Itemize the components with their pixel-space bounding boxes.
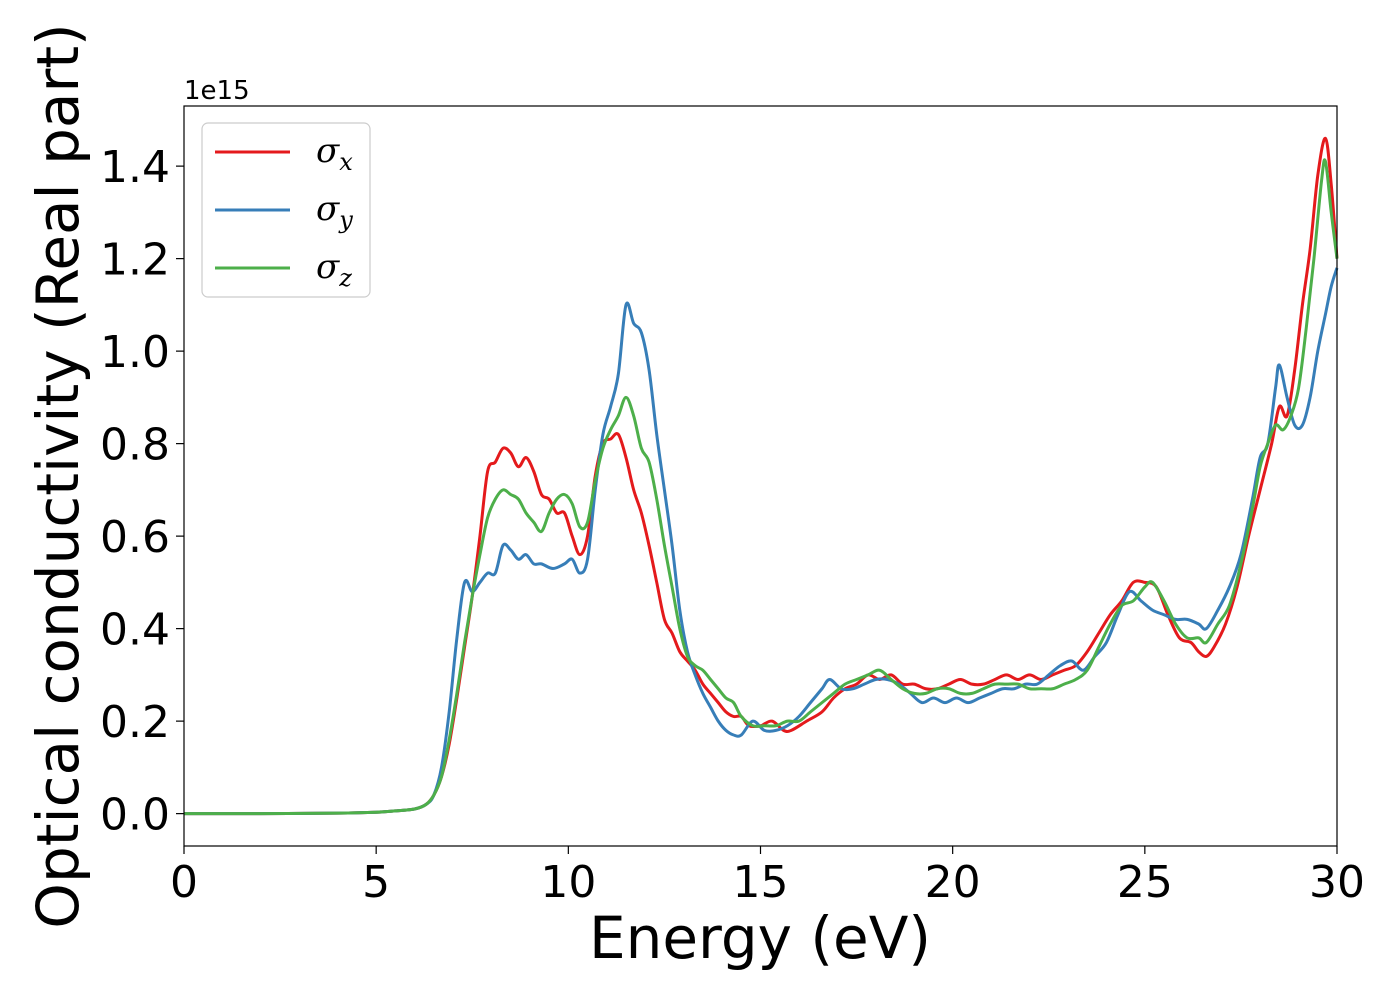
legend: σx σy σz: [201, 122, 371, 298]
y-tick-label: 0.4: [100, 605, 170, 656]
x-tick-label: 30: [1309, 857, 1365, 908]
legend-label-sigma-x: σx: [316, 131, 353, 176]
legend-label-sigma-z: σz: [316, 247, 352, 292]
x-tick-label: 10: [540, 857, 596, 908]
x-axis-ticks: 0 5 10 15 20 25 30: [170, 846, 1365, 908]
legend-label-sigma-y: σy: [316, 189, 353, 234]
y-tick-label: 1.2: [100, 235, 170, 286]
x-axis-title: Energy (eV): [589, 904, 931, 972]
x-tick-label: 5: [362, 857, 390, 908]
series-line-sigma-z: [183, 158, 1339, 816]
series-layer: [183, 136, 1339, 816]
x-tick-label: 0: [170, 857, 198, 908]
series-line-sigma-x: [183, 136, 1339, 816]
y-tick-label: 0.2: [100, 697, 170, 748]
y-offset-label: 1e15: [184, 76, 250, 106]
y-tick-label: 1.0: [100, 327, 170, 378]
y-tick-label: 0.8: [100, 420, 170, 471]
y-axis-title: Optical conductivity (Real part): [24, 23, 92, 928]
x-tick-label: 15: [733, 857, 789, 908]
series-line-sigma-y: [183, 267, 1339, 816]
y-tick-label: 1.4: [100, 142, 170, 193]
y-tick-label: 0.6: [100, 512, 170, 563]
y-tick-label: 0.0: [100, 790, 170, 841]
x-tick-label: 20: [925, 857, 981, 908]
legend-entries: σx σy σz: [215, 131, 353, 292]
y-axis-ticks: 0.0 0.2 0.4 0.6 0.8 1.0 1.2 1.4: [100, 142, 184, 841]
x-tick-label: 25: [1117, 857, 1173, 908]
